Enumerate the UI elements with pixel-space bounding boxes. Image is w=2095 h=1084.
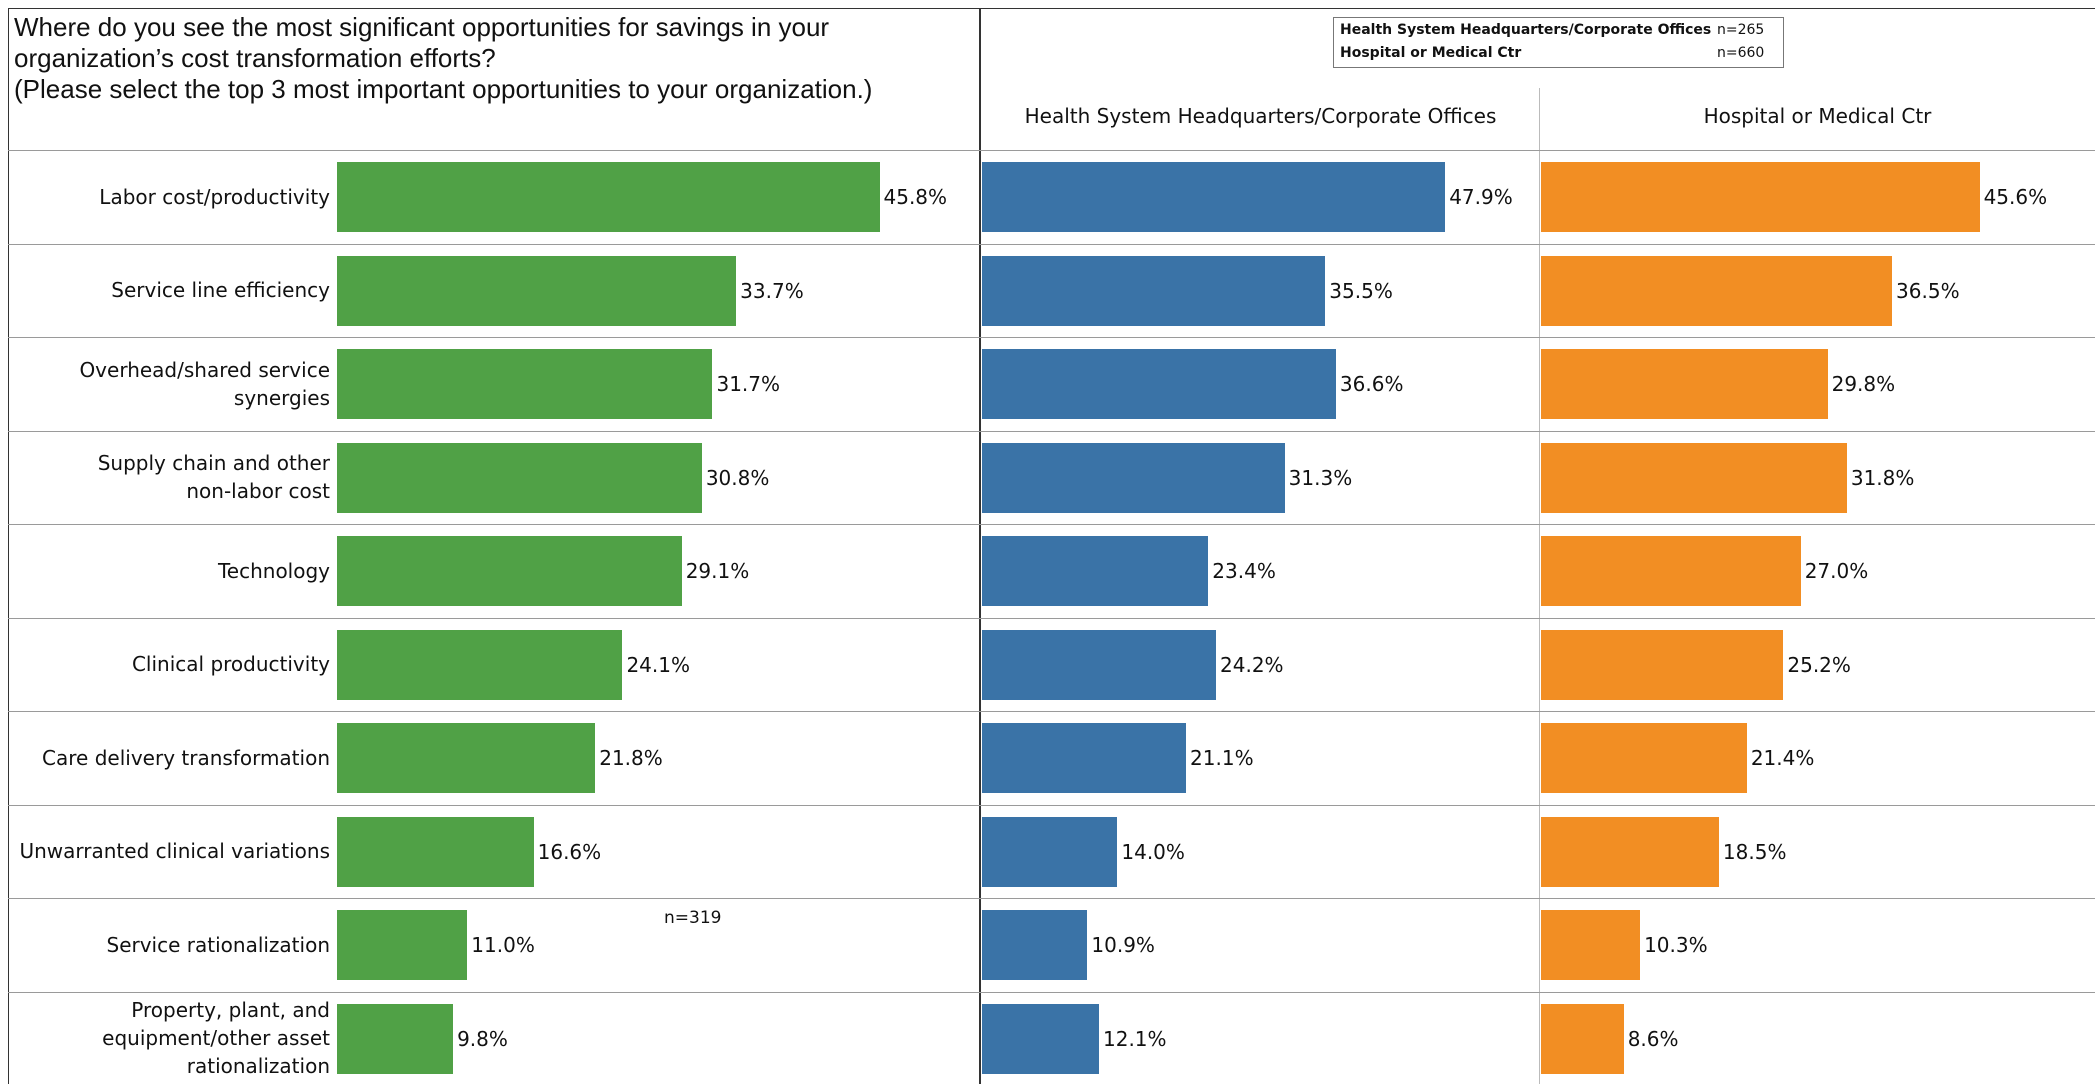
row-separator	[8, 243, 2095, 245]
border	[8, 8, 2095, 9]
row-separator	[8, 617, 2095, 619]
row-separator	[8, 991, 2095, 993]
value-label: 29.1%	[685, 559, 750, 583]
row-separator	[8, 804, 2095, 806]
value-label: 14.0%	[1121, 839, 1185, 864]
category-label: Labor cost/productivity	[99, 184, 330, 209]
row-separator	[8, 430, 2095, 432]
bar	[1541, 255, 1893, 326]
bar	[982, 629, 1217, 700]
bar	[1541, 536, 1801, 606]
bar	[1541, 910, 1641, 980]
bar	[982, 162, 1446, 232]
bar	[337, 816, 534, 887]
category-label: Technology	[217, 558, 330, 583]
bar	[337, 1003, 454, 1074]
row-separator	[8, 898, 2095, 899]
bar	[337, 536, 682, 606]
value-label: 11.0%	[471, 933, 535, 957]
annotation: n=319	[664, 908, 722, 928]
divider	[979, 8, 981, 1084]
row-separator	[8, 711, 2095, 712]
value-label: 16.6%	[537, 839, 602, 864]
bar	[1541, 442, 1847, 513]
bar	[1541, 349, 1828, 419]
value-label: 45.8%	[883, 185, 948, 209]
value-label: 33.7%	[740, 278, 804, 303]
bar	[337, 629, 623, 700]
category-label: Supply chain and other non-labor cost	[97, 451, 330, 504]
value-label: 21.4%	[1750, 746, 1815, 770]
legend-n: n=660	[1717, 45, 1765, 61]
value-label: 24.1%	[626, 652, 690, 677]
bar	[1541, 162, 1980, 232]
value-label: 31.7%	[716, 372, 781, 396]
bar	[337, 442, 702, 513]
value-label: 31.8%	[1850, 465, 1915, 490]
bar	[337, 910, 468, 980]
value-label: 9.8%	[457, 1026, 508, 1051]
bar	[337, 349, 713, 419]
value-label: 18.5%	[1722, 839, 1787, 864]
value-label: 36.6%	[1339, 372, 1404, 396]
bar	[982, 442, 1285, 513]
category-label: Property, plant, and equipment/other ass…	[102, 998, 330, 1079]
value-label: 25.2%	[1787, 652, 1851, 677]
bar	[982, 723, 1187, 793]
value-label: 27.0%	[1804, 559, 1869, 583]
bar	[1541, 1003, 1624, 1074]
value-label: 31.3%	[1288, 465, 1353, 490]
value-label: 47.9%	[1449, 185, 1513, 209]
value-label: 24.2%	[1220, 652, 1284, 677]
value-label: 36.5%	[1896, 278, 1960, 303]
legend: Health System Headquarters/Corporate Off…	[1333, 17, 1784, 68]
divider	[1539, 88, 1540, 1084]
bar	[982, 816, 1118, 887]
value-label: 35.5%	[1329, 278, 1393, 303]
value-label: 30.8%	[705, 465, 770, 490]
value-label: 21.1%	[1190, 746, 1254, 770]
value-label: 21.8%	[599, 746, 663, 770]
bar	[1541, 723, 1747, 793]
row-separator	[8, 337, 2095, 338]
bar	[337, 162, 880, 232]
value-label: 8.6%	[1627, 1026, 1679, 1051]
bar	[1541, 816, 1719, 887]
bar	[982, 910, 1088, 980]
category-label: Unwarranted clinical variations	[19, 839, 330, 864]
value-label: 45.6%	[1983, 185, 2048, 209]
bar	[337, 723, 596, 793]
question-title: Where do you see the most significant op…	[14, 12, 873, 104]
legend-label: Hospital or Medical Ctr	[1340, 45, 1522, 61]
category-label: Clinical productivity	[131, 652, 330, 677]
value-label: 29.8%	[1831, 372, 1896, 396]
value-label: 10.3%	[1644, 933, 1708, 957]
bar	[337, 255, 737, 326]
row-separator	[8, 150, 2095, 151]
bar	[982, 1003, 1099, 1074]
panel-title: Hospital or Medical Ctr	[1703, 104, 1932, 128]
bar	[982, 255, 1326, 326]
bar	[982, 536, 1209, 606]
panel-title: Health System Headquarters/Corporate Off…	[1024, 104, 1497, 128]
value-label: 10.9%	[1091, 933, 1155, 957]
legend-n: n=265	[1717, 22, 1765, 38]
category-label: Service line efficiency	[111, 278, 330, 303]
border	[8, 8, 9, 1084]
value-label: 23.4%	[1212, 559, 1276, 583]
category-label: Overhead/shared service synergies	[79, 357, 330, 410]
bar	[1541, 629, 1784, 700]
value-label: 12.1%	[1103, 1026, 1167, 1051]
category-label: Care delivery transformation	[42, 745, 330, 770]
row-separator	[8, 524, 2095, 525]
category-label: Service rationalization	[106, 932, 331, 957]
bar	[982, 349, 1336, 419]
legend-label: Health System Headquarters/Corporate Off…	[1340, 22, 1712, 38]
